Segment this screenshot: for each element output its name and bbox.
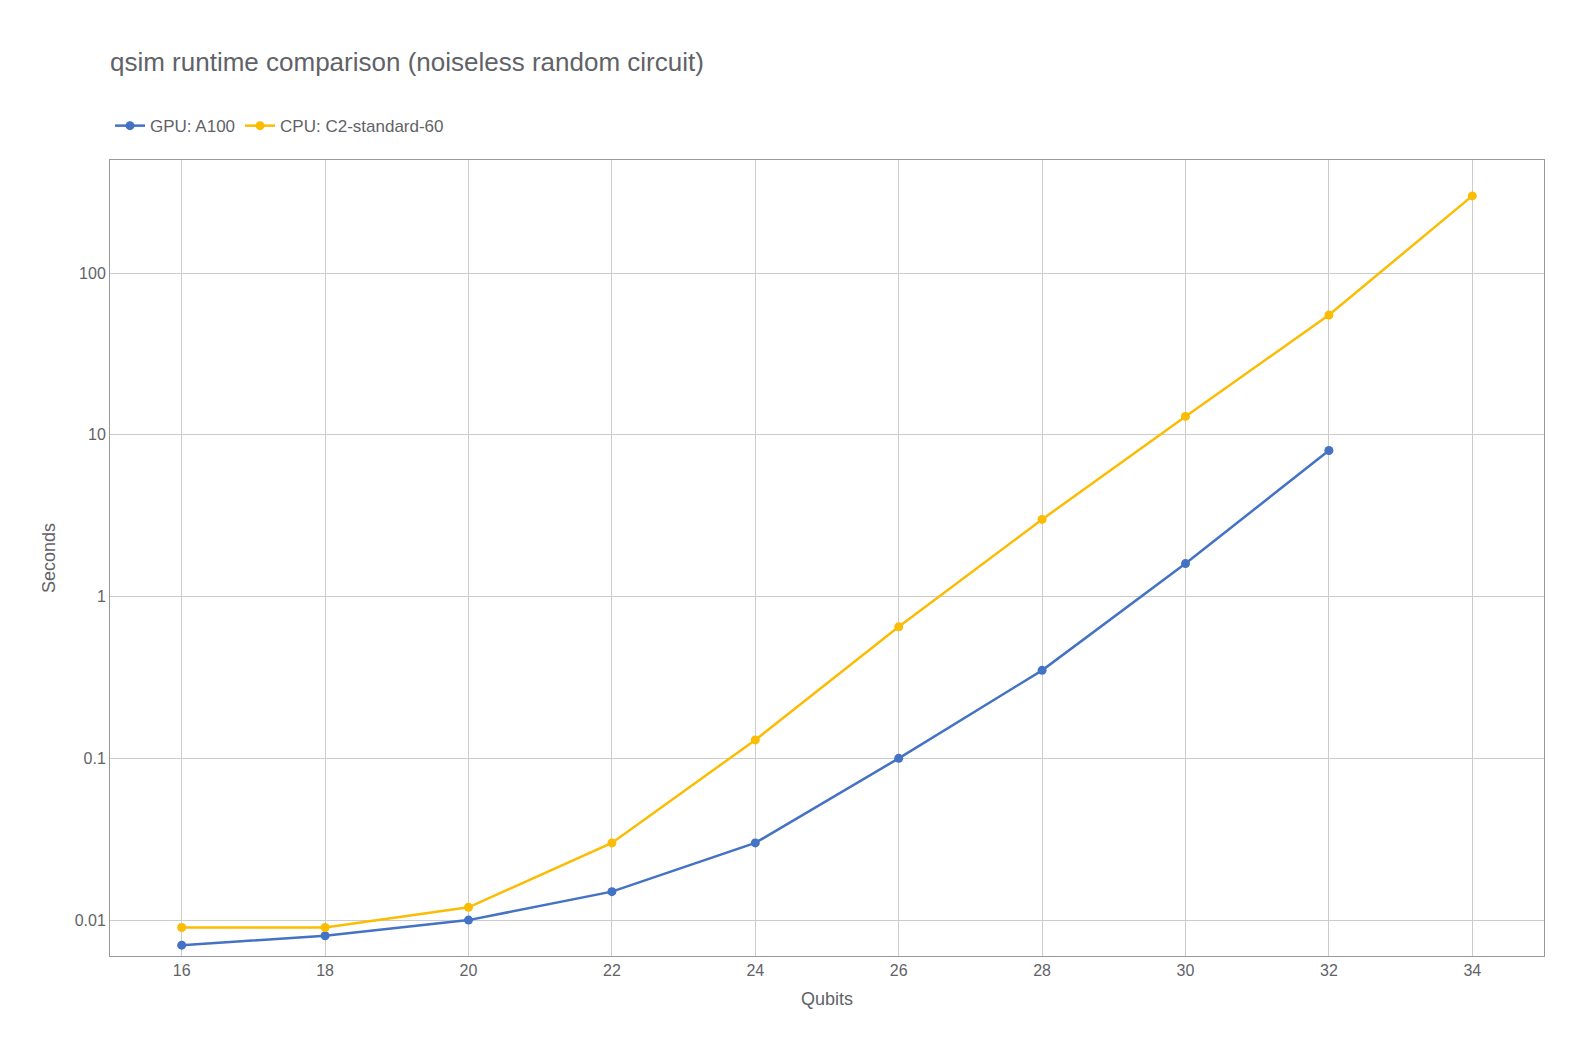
svg-text:26: 26 [890,962,908,979]
svg-text:24: 24 [746,962,764,979]
svg-text:100: 100 [79,265,106,282]
svg-text:GPU: A100: GPU: A100 [150,117,235,136]
svg-text:CPU: C2-standard-60: CPU: C2-standard-60 [280,117,443,136]
svg-text:28: 28 [1033,962,1051,979]
svg-text:qsim runtime comparison (noise: qsim runtime comparison (noiseless rando… [110,47,704,77]
svg-text:32: 32 [1320,962,1338,979]
svg-text:0.1: 0.1 [84,750,106,767]
svg-text:1: 1 [97,588,106,605]
svg-text:20: 20 [460,962,478,979]
svg-text:34: 34 [1463,962,1481,979]
svg-text:Qubits: Qubits [801,989,853,1009]
svg-text:22: 22 [603,962,621,979]
svg-text:16: 16 [173,962,191,979]
svg-text:0.01: 0.01 [75,912,106,929]
svg-text:10: 10 [88,426,106,443]
svg-text:18: 18 [316,962,334,979]
svg-text:Seconds: Seconds [39,523,59,593]
svg-text:30: 30 [1177,962,1195,979]
